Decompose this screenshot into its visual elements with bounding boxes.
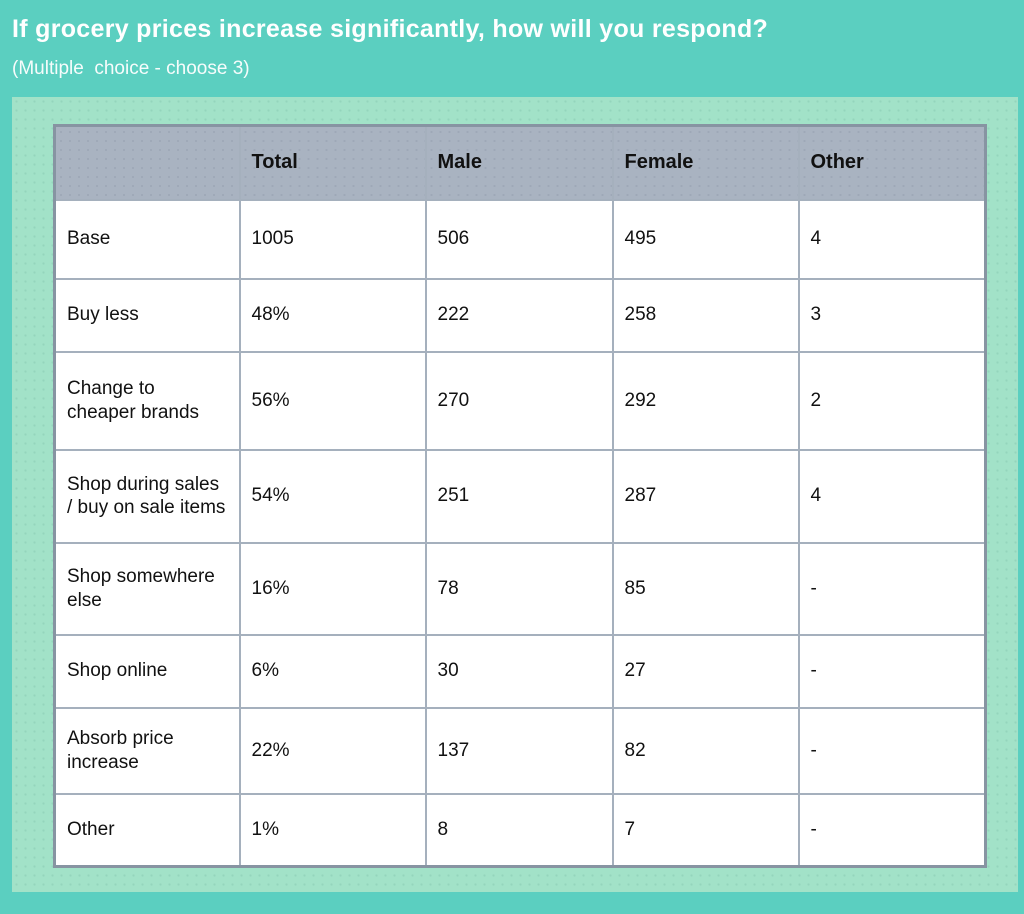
row-label: Other: [53, 792, 241, 868]
page-title: If grocery prices increase significantly…: [12, 15, 769, 43]
table-cell: -: [797, 633, 987, 709]
table-cell: 82: [611, 706, 800, 795]
row-label: Shop during sales / buy on sale items: [53, 448, 241, 544]
page-subtitle: (Multiple choice - choose 3): [12, 58, 250, 79]
table-cell: -: [797, 706, 987, 795]
page-header: If grocery prices increase significantly…: [12, 14, 1012, 80]
table-cell: 287: [611, 448, 800, 544]
table-row: Change to cheaper brands 56% 270 292 2: [53, 350, 987, 451]
row-label: Shop somewhere else: [53, 541, 241, 636]
column-header-blank: [53, 124, 241, 201]
table-row: Shop during sales / buy on sale items 54%…: [53, 448, 987, 544]
table-cell: -: [797, 792, 987, 868]
column-header-other: Other: [797, 124, 987, 201]
table-cell: 222: [424, 277, 614, 353]
table-cell: 6%: [238, 633, 427, 709]
table-cell: 48%: [238, 277, 427, 353]
row-label: Absorb price increase: [53, 706, 241, 795]
table-cell: 2: [797, 350, 987, 451]
table-row: Shop somewhere else 16% 78 85-: [53, 541, 987, 636]
row-label: Change to cheaper brands: [53, 350, 241, 451]
table-cell: 56%: [238, 350, 427, 451]
column-header-total: Total: [238, 124, 427, 201]
table-cell: 495: [611, 198, 800, 280]
table-body: Base 1005 506 495 4 Buy less 48% 222 258 3 Change …: [53, 198, 987, 868]
table-cell: 506: [424, 198, 614, 280]
table-header: Total Male Female Other: [53, 124, 987, 201]
row-label: Base: [53, 198, 241, 280]
table-row: Other 1% 8 7-: [53, 792, 987, 868]
table-cell: 8: [424, 792, 614, 868]
table-cell: 1005: [238, 198, 427, 280]
table-cell: 292: [611, 350, 800, 451]
table-cell: -: [797, 541, 987, 636]
table-cell: 4: [797, 198, 987, 280]
table-cell: 3: [797, 277, 987, 353]
row-label: Buy less: [53, 277, 241, 353]
row-label: Shop online: [53, 633, 241, 709]
table-cell: 27: [611, 633, 800, 709]
table-row: Base 1005 506 495 4: [53, 198, 987, 280]
table-row: Shop online 6% 30 27-: [53, 633, 987, 709]
table-row: Buy less 48% 222 258 3: [53, 277, 987, 353]
table-cell: 4: [797, 448, 987, 544]
table-cell: 251: [424, 448, 614, 544]
survey-results-table: Total Male Female Other Base 1005 506 495 4 Buy …: [53, 124, 987, 868]
table-header-row: Total Male Female Other: [53, 124, 987, 201]
table-cell: 85: [611, 541, 800, 636]
table-cell: 22%: [238, 706, 427, 795]
table-cell: 258: [611, 277, 800, 353]
table-cell: 137: [424, 706, 614, 795]
table-cell: 1%: [238, 792, 427, 868]
table-cell: 54%: [238, 448, 427, 544]
table-cell: 7: [611, 792, 800, 868]
column-header-female: Female: [611, 124, 800, 201]
table-container: Total Male Female Other Base 1005 506 495 4 Buy …: [53, 124, 987, 868]
table-cell: 30: [424, 633, 614, 709]
column-header-male: Male: [424, 124, 614, 201]
table-cell: 270: [424, 350, 614, 451]
table-cell: 78: [424, 541, 614, 636]
table-cell: 16%: [238, 541, 427, 636]
table-row: Absorb price increase 22% 137 82-: [53, 706, 987, 795]
